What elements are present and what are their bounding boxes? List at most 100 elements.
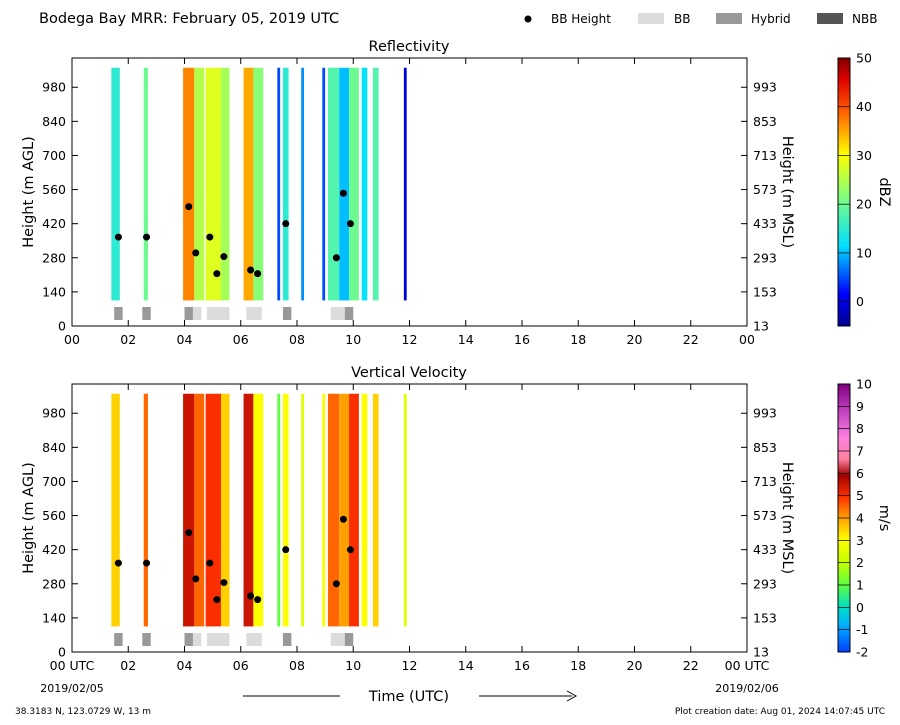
velocity-data-column: [194, 393, 205, 627]
reflectivity-data-column: [277, 67, 281, 301]
reflectivity-bb-height-point: [339, 189, 347, 197]
reflectivity-y-tick-label: 140: [42, 284, 66, 299]
velocity-colorbar-tick-label: -1: [856, 622, 868, 637]
velocity-colorbar-tick-label: 1: [856, 578, 864, 593]
reflectivity-x-tick-label: 04: [177, 332, 193, 347]
reflectivity-data-column: [205, 67, 222, 301]
velocity-y-tick-label: 980: [42, 406, 66, 421]
velocity-colorbar-tick-label: 3: [856, 533, 864, 548]
velocity-y-tick-label: 280: [42, 576, 66, 591]
velocity-colorbar-tick-label: -2: [856, 645, 868, 660]
velocity-plot-frame: [71, 383, 748, 653]
reflectivity-y-tick-label: 980: [42, 80, 66, 95]
velocity-data-column: [253, 393, 264, 627]
reflectivity-bb-class-segment: [207, 307, 230, 320]
velocity-colorbar-tick-label: 0: [856, 600, 864, 615]
reflectivity-y-tick-label: 700: [42, 148, 66, 163]
reflectivity-data-column: [143, 67, 148, 301]
velocity-bb-class-segment: [184, 633, 193, 646]
reflectivity-x-tick-label: 12: [402, 332, 418, 347]
velocity-colorbar-tick-label: 9: [856, 399, 864, 414]
velocity-data-column: [221, 393, 230, 627]
velocity-y-axis-right: 13 153 293 433 573 713 853 993: [741, 406, 777, 660]
reflectivity-x-tick-label: 00: [64, 332, 80, 347]
velocity-x-tick-label: 04: [177, 658, 193, 673]
legend-hybrid-swatch: [716, 13, 742, 24]
velocity-data: [111, 393, 407, 627]
x-axis-label: Time (UTC): [368, 689, 449, 705]
velocity-colorbar-tick-label: 6: [856, 466, 864, 481]
reflectivity-bb-height-point: [192, 249, 200, 257]
legend-nbb-label: NBB: [852, 12, 877, 26]
plot-creation-date: Plot creation date: Aug 01, 2024 14:07:4…: [675, 707, 885, 717]
velocity-panel: Vertical Velocity 0140280420560700840980…: [21, 365, 892, 673]
start-date: 2019/02/05: [40, 682, 103, 695]
velocity-x-tick-label: 00 UTC: [725, 658, 770, 673]
reflectivity-data: [111, 67, 407, 301]
reflectivity-bb-class-segment: [246, 307, 262, 320]
velocity-y-right-tick-label: 573: [753, 508, 777, 523]
reflectivity-data-column: [349, 67, 359, 301]
velocity-x-tick-label: 02: [120, 658, 136, 673]
velocity-bb-height-point: [143, 559, 151, 567]
reflectivity-y-axis: 0 140 280 420 560 700 840 980: [42, 80, 78, 334]
reflectivity-data-column: [183, 67, 195, 301]
reflectivity-bb-height-point: [206, 233, 214, 241]
reflectivity-colorbar-tick-label: 0: [856, 294, 864, 309]
time-arrow-head: [566, 690, 578, 702]
velocity-y-right-tick-label: 853: [753, 440, 777, 455]
reflectivity-bb-height-point: [185, 203, 193, 211]
reflectivity-y-right-tick-label: 13: [753, 319, 769, 334]
velocity-bb-height-point: [282, 546, 290, 554]
reflectivity-y-axis-right: 13 153 293 433 573 713 853 993: [741, 80, 777, 334]
velocity-data-column: [349, 393, 359, 627]
velocity-ylabel-right: Height (m MSL): [779, 462, 795, 574]
reflectivity-y-right-tick-label: 853: [753, 114, 777, 129]
velocity-colorbar-ticks: -2 -1 0 1 2 3 4 5 6 7 8 9 10: [838, 377, 872, 660]
reflectivity-colorbar-tick-label: 50: [856, 51, 872, 66]
velocity-bb-height-points: [114, 515, 354, 604]
velocity-bb-class-segment: [246, 633, 262, 646]
reflectivity-y-right-tick-label: 433: [753, 216, 777, 231]
reflectivity-x-tick-label: 14: [458, 332, 474, 347]
reflectivity-colorbar-tick-label: 30: [856, 148, 872, 163]
legend: BB Height BB Hybrid NBB: [524, 12, 877, 26]
reflectivity-bb-class-segment: [192, 307, 202, 320]
legend-bb-swatch: [638, 13, 664, 24]
reflectivity-colorbar-tick-label: 40: [856, 99, 872, 114]
velocity-colorbar-tick-label: 8: [856, 421, 864, 436]
velocity-data-column: [183, 393, 195, 627]
reflectivity-bb-height-point: [220, 253, 228, 261]
velocity-x-tick-label: 00 UTC: [50, 658, 95, 673]
velocity-bb-class-bar: [114, 633, 354, 646]
velocity-x-tick-label: 10: [345, 658, 361, 673]
velocity-y-tick-label: 840: [42, 440, 66, 455]
velocity-bb-height-point: [114, 559, 122, 567]
reflectivity-data-column: [221, 67, 230, 301]
reflectivity-y-tick-label: 560: [42, 182, 66, 197]
reflectivity-y-right-tick-label: 713: [753, 148, 777, 163]
velocity-title: Vertical Velocity: [351, 365, 467, 381]
velocity-y-right-tick-label: 293: [753, 576, 777, 591]
velocity-y-right-tick-label: 13: [753, 645, 769, 660]
velocity-data-column: [322, 393, 326, 627]
velocity-y-axis: 0 140 280 420 560 700 840 980: [42, 406, 78, 660]
velocity-y-right-tick-label: 993: [753, 406, 777, 421]
reflectivity-bb-class-segment: [282, 307, 292, 320]
reflectivity-colorbar: [837, 57, 851, 327]
reflectivity-ylabel: Height (m AGL): [21, 136, 37, 248]
velocity-y-tick-label: 140: [42, 610, 66, 625]
velocity-data-column: [111, 393, 120, 627]
velocity-x-tick-label: 22: [683, 658, 699, 673]
velocity-colorbar-tick-label: 2: [856, 555, 864, 570]
reflectivity-x-tick-label: 00: [739, 332, 755, 347]
velocity-bb-height-point: [339, 515, 347, 523]
reflectivity-y-right-tick-label: 153: [753, 284, 777, 299]
velocity-y-tick-label: 700: [42, 474, 66, 489]
velocity-y-tick-label: 560: [42, 508, 66, 523]
velocity-bb-height-point: [254, 596, 262, 604]
velocity-x-tick-label: 18: [570, 658, 586, 673]
reflectivity-bb-class-segment: [142, 307, 151, 320]
reflectivity-bb-class-segment: [330, 307, 345, 320]
